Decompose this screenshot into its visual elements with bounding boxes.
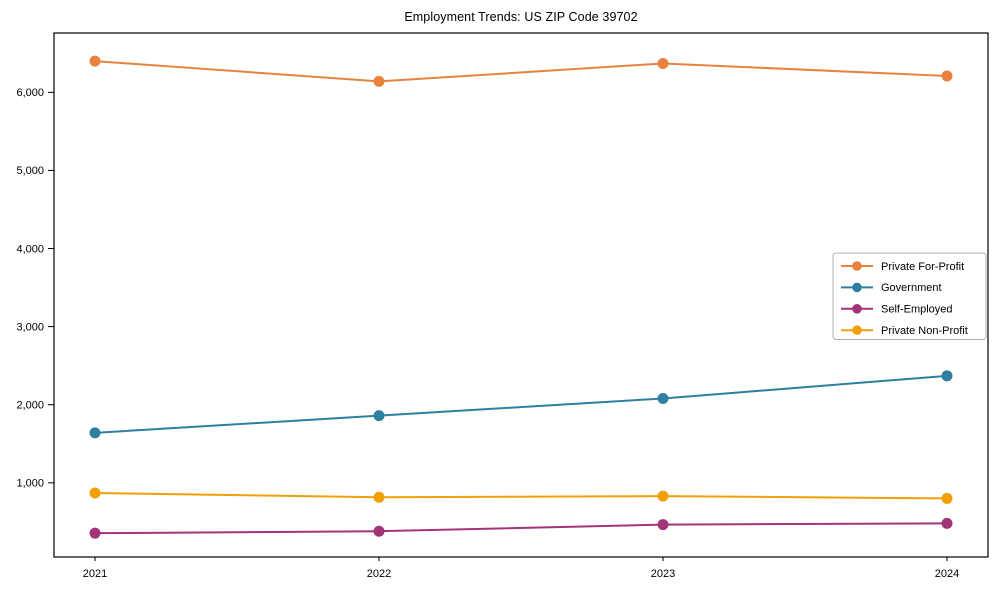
series-private-for-profit <box>89 55 953 87</box>
data-point-marker <box>373 491 385 503</box>
data-point-marker <box>89 55 101 67</box>
series-self-employed <box>89 517 953 539</box>
y-axis-tick-label: 6,000 <box>16 87 44 99</box>
chart-title: Employment Trends: US ZIP Code 39702 <box>404 10 638 24</box>
data-point-marker <box>373 525 385 537</box>
legend-label: Self-Employed <box>881 304 953 316</box>
legend-label: Private For-Profit <box>881 261 964 273</box>
data-point-marker <box>657 490 669 502</box>
y-axis-tick-label: 5,000 <box>16 165 44 177</box>
series-government <box>89 370 953 439</box>
data-point-marker <box>373 75 385 87</box>
legend-sample-marker <box>852 261 862 271</box>
x-axis-tick-label: 2021 <box>83 568 107 580</box>
data-point-marker <box>941 492 953 504</box>
series-line <box>94 522 948 535</box>
data-point-marker <box>657 392 669 404</box>
data-point-marker <box>941 370 953 382</box>
legend-box <box>832 252 987 340</box>
plot-border <box>53 32 989 558</box>
data-point-marker <box>89 427 101 439</box>
data-point-marker <box>89 487 101 499</box>
data-point-marker <box>89 527 101 539</box>
legend-sample-marker <box>852 325 862 336</box>
series-line <box>94 374 948 434</box>
legend-sample-marker <box>852 282 862 293</box>
y-axis-tick-label: 1,000 <box>16 478 44 490</box>
data-point-marker <box>941 70 953 82</box>
legend-label: Government <box>881 282 942 294</box>
data-point-marker <box>373 410 385 422</box>
x-axis-tick-label: 2024 <box>935 568 959 580</box>
data-point-marker <box>941 517 953 529</box>
series-line <box>94 491 948 500</box>
y-axis-tick-label: 4,000 <box>16 243 44 255</box>
data-point-marker <box>657 519 669 531</box>
series-private-non-profit <box>89 487 953 504</box>
series-line <box>94 60 948 83</box>
legend: Private For-Profit Government Self-Employe… <box>832 252 987 340</box>
x-axis-tick-label: 2022 <box>367 568 391 580</box>
y-axis-tick-label: 2,000 <box>16 400 44 412</box>
y-axis-tick-label: 3,000 <box>16 321 44 333</box>
legend-label: Private Non-Profit <box>881 325 968 337</box>
legend-sample-marker <box>852 304 862 314</box>
x-axis-tick-label: 2023 <box>651 568 675 580</box>
data-point-marker <box>657 57 669 69</box>
